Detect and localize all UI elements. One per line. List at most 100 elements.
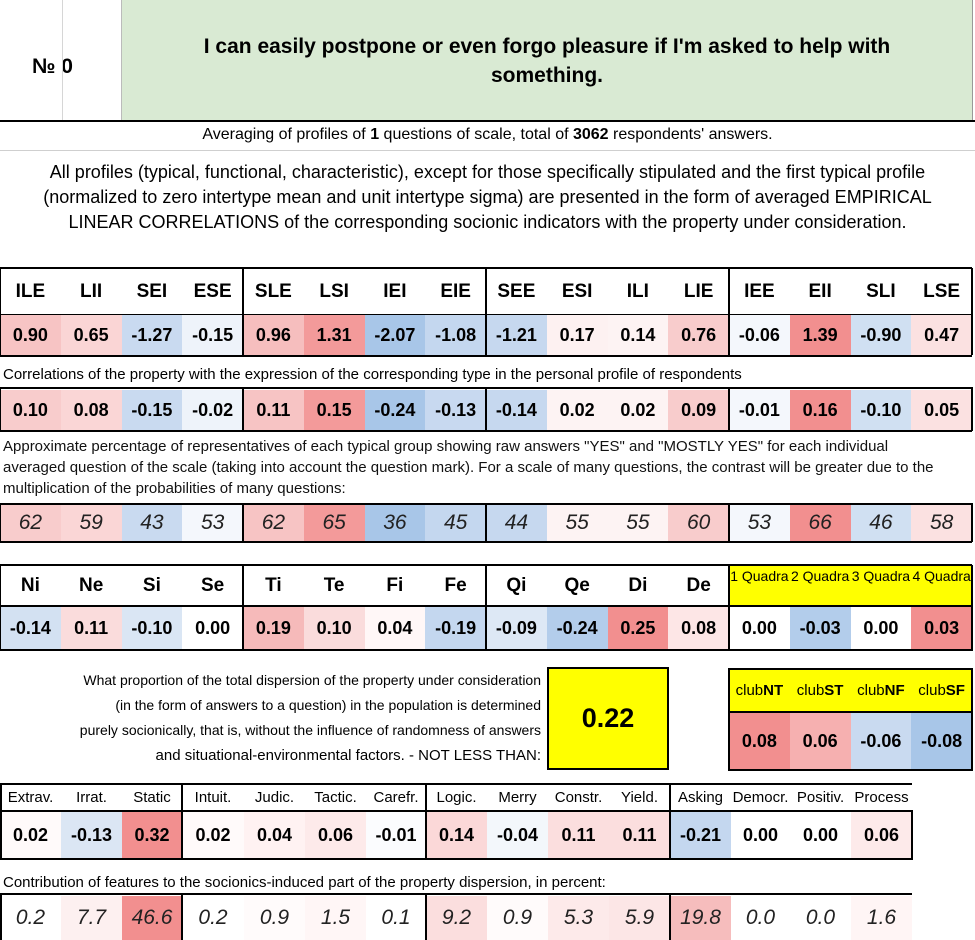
quadra-header-2: 3 Quadra <box>850 566 912 605</box>
type-header-6: IEI <box>383 281 407 302</box>
trait-contrib-12: 0.0 <box>731 896 790 940</box>
type-corr-cell-1: 0.08 <box>60 390 122 430</box>
trait-value-5: 0.06 <box>305 812 366 859</box>
type-corr-cell-11: 0.09 <box>668 390 729 430</box>
contribution-note: Contribution of features to the socionic… <box>3 874 606 891</box>
function-header-6: Fi <box>386 575 404 596</box>
club-value-3: -0.08 <box>911 712 972 770</box>
function-value-11: 0.08 <box>668 607 729 649</box>
type-corr-cell-0: 0.10 <box>0 390 61 430</box>
trait-contrib-13: 0.0 <box>790 896 851 940</box>
type-corr-cell-9: 0.02 <box>546 390 608 430</box>
function-header-1: Ne <box>78 575 104 596</box>
type-corr-cell-4: 0.11 <box>243 390 304 430</box>
summary-respondents: 3062 <box>572 126 609 143</box>
trait-contrib-9: 5.3 <box>548 896 609 940</box>
trait-header-13: Positiv. <box>796 788 845 806</box>
trait-contrib-6: 0.1 <box>366 896 426 940</box>
type-header-12: IEE <box>744 281 775 302</box>
type-profile-cell-15: 0.47 <box>911 315 972 355</box>
dispersion-value: 0.22 <box>547 667 669 770</box>
function-value-5: 0.10 <box>303 607 365 649</box>
type-corr-cell-2: -0.15 <box>121 390 183 430</box>
quadra-value-3: 0.03 <box>911 607 972 649</box>
type-profile-cell-5: 1.31 <box>303 315 365 355</box>
summary-questions: 1 <box>370 126 380 143</box>
club-header-3: club SF <box>911 669 972 711</box>
function-value-0: -0.14 <box>0 607 61 649</box>
trait-header-7: Logic. <box>436 788 477 806</box>
quadra-header-0: 1 Quadra <box>729 566 790 605</box>
type-pct-cell-10: 55 <box>607 505 669 541</box>
function-header-5: Te <box>323 575 345 596</box>
type-corr-cell-14: -0.10 <box>850 390 912 430</box>
quadra-header-3: 4 Quadra <box>911 566 972 605</box>
type-corr-cell-8: -0.14 <box>486 390 547 430</box>
trait-header-8: Merry <box>498 788 537 806</box>
trait-contrib-14: 1.6 <box>851 896 912 940</box>
type-profile-cell-14: -0.90 <box>850 315 912 355</box>
trait-header-11: Asking <box>677 788 724 806</box>
type-profile-cell-2: -1.27 <box>121 315 183 355</box>
type-pct-cell-9: 55 <box>546 505 608 541</box>
type-profile-cell-6: -2.07 <box>364 315 426 355</box>
quadra-value-1: -0.03 <box>789 607 851 649</box>
dispersion-text: What proportion of the total dispersion … <box>0 669 545 771</box>
trait-value-0: 0.02 <box>0 812 61 859</box>
trait-value-7: 0.14 <box>426 812 487 859</box>
type-profile-cell-11: 0.76 <box>668 315 729 355</box>
summary-mid: questions of scale, total of <box>379 126 573 143</box>
trait-value-12: 0.00 <box>731 812 790 859</box>
club-header-1: club ST <box>789 669 851 711</box>
type-corr-cell-3: -0.02 <box>182 390 243 430</box>
trait-header-0: Extrav. <box>7 788 54 806</box>
quadra-header-1: 2 Quadra <box>789 566 851 605</box>
trait-contrib-10: 5.9 <box>609 896 670 940</box>
type-pct-cell-8: 44 <box>486 505 547 541</box>
function-header-8: Qi <box>506 575 527 596</box>
trait-header-9: Constr. <box>554 788 603 806</box>
quadra-value-2: 0.00 <box>850 607 912 649</box>
summary-line: Averaging of profiles of 1 questions of … <box>0 126 975 148</box>
type-pct-cell-0: 62 <box>0 505 61 541</box>
question-title-cell: I can easily postpone or even forgo plea… <box>122 0 973 121</box>
trait-contrib-8: 0.9 <box>487 896 548 940</box>
question-number: № 0 <box>32 55 73 78</box>
dispersion-line-4: and situational-environmental factors. -… <box>155 747 541 764</box>
type-header-15: LSE <box>923 281 961 302</box>
type-header-13: EII <box>808 281 832 302</box>
function-value-6: 0.04 <box>364 607 426 649</box>
function-value-3: 0.00 <box>182 607 243 649</box>
dispersion-line-2: (in the form of answers to a question) i… <box>115 697 541 713</box>
function-header-10: Di <box>628 575 648 596</box>
function-header-9: Qe <box>564 575 590 596</box>
trait-header-4: Judic. <box>254 788 295 806</box>
type-profile-cell-4: 0.96 <box>243 315 304 355</box>
dispersion-line-1: What proportion of the total dispersion … <box>83 672 541 688</box>
type-header-7: EIE <box>440 281 471 302</box>
type-header-10: ILI <box>626 281 649 302</box>
function-header-7: Fe <box>444 575 467 596</box>
trait-value-11: -0.21 <box>670 812 731 859</box>
type-pct-cell-5: 65 <box>303 505 365 541</box>
type-header-9: ESI <box>561 281 593 302</box>
trait-contrib-7: 9.2 <box>426 896 487 940</box>
function-value-4: 0.19 <box>243 607 304 649</box>
type-pct-cell-7: 45 <box>425 505 486 541</box>
trait-contrib-5: 1.5 <box>305 896 366 940</box>
type-pct-cell-6: 36 <box>364 505 426 541</box>
type-pct-cell-15: 58 <box>911 505 972 541</box>
trait-value-3: 0.02 <box>182 812 244 859</box>
type-corr-cell-13: 0.16 <box>789 390 851 430</box>
club-header-2: club NF <box>850 669 912 711</box>
type-profile-cell-13: 1.39 <box>789 315 851 355</box>
description: All profiles (typical, functional, chara… <box>43 162 932 232</box>
trait-contrib-11: 19.8 <box>670 896 731 940</box>
correlations-note: Correlations of the property with the ex… <box>3 366 742 383</box>
type-header-1: LII <box>80 281 103 302</box>
function-header-3: Se <box>201 575 225 596</box>
trait-value-4: 0.04 <box>244 812 305 859</box>
type-profile-cell-9: 0.17 <box>546 315 608 355</box>
type-pct-cell-3: 53 <box>182 505 243 541</box>
type-profile-cell-8: -1.21 <box>486 315 547 355</box>
